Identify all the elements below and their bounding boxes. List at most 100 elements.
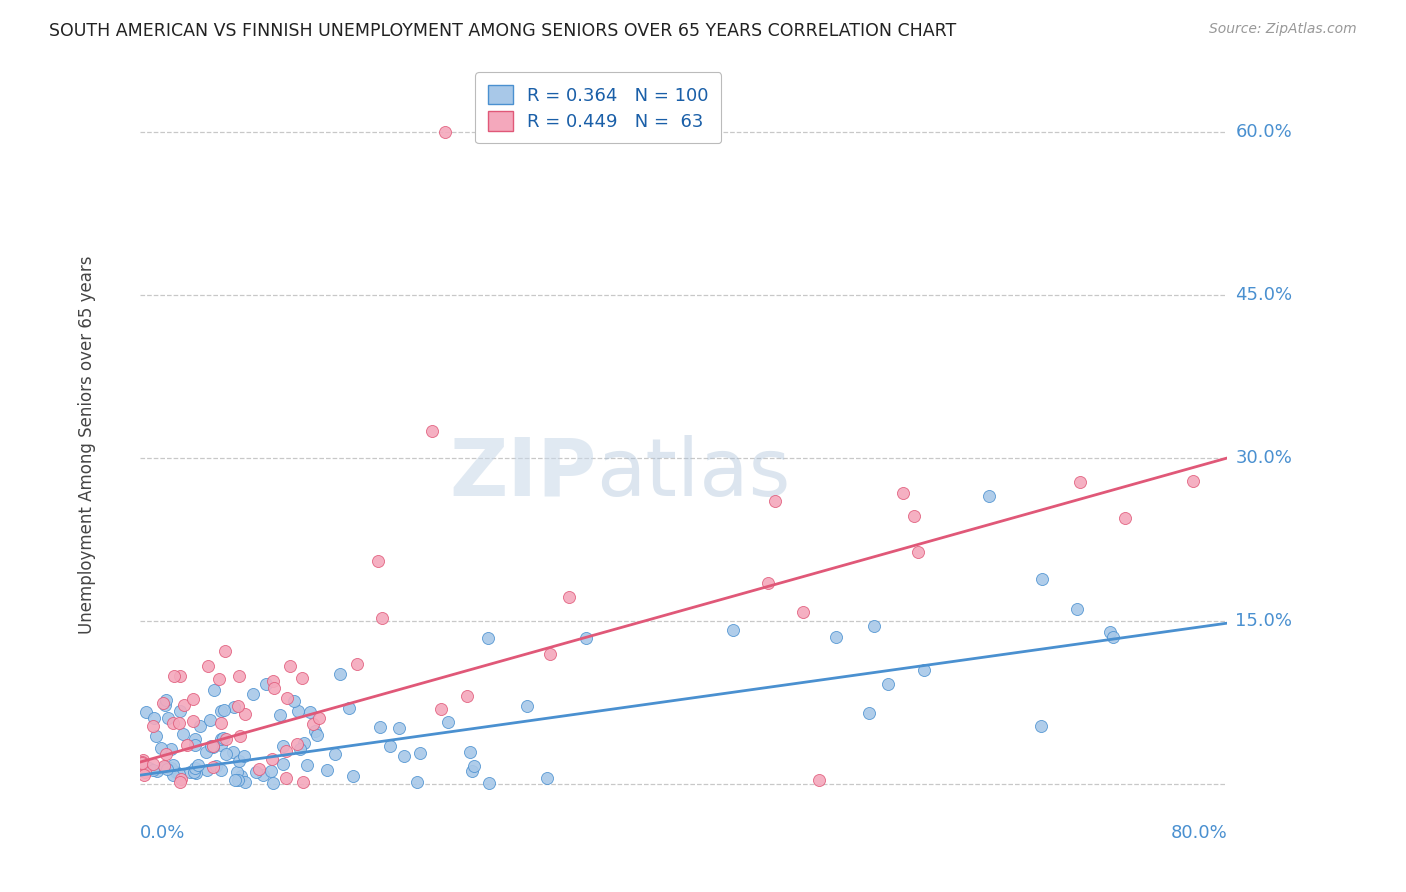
South Americans <box>242 687 264 701</box>
South Americans <box>392 748 415 763</box>
South Americans <box>209 763 232 777</box>
South Americans <box>155 760 177 774</box>
Finns <box>131 756 153 770</box>
Finns <box>308 711 330 725</box>
Text: 30.0%: 30.0% <box>1236 449 1292 467</box>
Finns <box>756 575 779 590</box>
South Americans <box>979 489 1001 503</box>
South Americans <box>231 769 253 783</box>
South Americans <box>1031 572 1053 586</box>
Finns <box>907 545 929 559</box>
South Americans <box>224 772 246 787</box>
South Americans <box>228 755 250 769</box>
Finns <box>366 554 388 568</box>
South Americans <box>214 747 236 762</box>
Text: 80.0%: 80.0% <box>1171 824 1227 842</box>
Finns <box>276 771 298 785</box>
Finns <box>134 767 156 781</box>
South Americans <box>409 746 432 760</box>
South Americans <box>200 739 222 753</box>
South Americans <box>197 763 219 777</box>
South Americans <box>437 715 460 730</box>
South Americans <box>269 708 291 723</box>
South Americans <box>271 756 294 771</box>
Text: 15.0%: 15.0% <box>1236 612 1292 630</box>
Finns <box>162 716 184 731</box>
Finns <box>173 698 195 712</box>
Finns <box>291 775 314 789</box>
South Americans <box>145 729 167 743</box>
Finns <box>202 760 225 774</box>
South Americans <box>209 738 232 752</box>
Text: SOUTH AMERICAN VS FINNISH UNEMPLOYMENT AMONG SENIORS OVER 65 YEARS CORRELATION C: SOUTH AMERICAN VS FINNISH UNEMPLOYMENT A… <box>49 22 956 40</box>
Finns <box>260 752 283 766</box>
Text: ZIP: ZIP <box>449 434 596 513</box>
South Americans <box>1029 719 1052 733</box>
South Americans <box>516 698 538 713</box>
Finns <box>176 739 198 753</box>
South Americans <box>202 683 225 698</box>
South Americans <box>461 764 484 778</box>
Text: 60.0%: 60.0% <box>1236 123 1292 141</box>
Finns <box>262 673 284 688</box>
South Americans <box>155 693 177 707</box>
South Americans <box>290 742 312 756</box>
South Americans <box>292 736 315 750</box>
South Americans <box>287 704 309 718</box>
South Americans <box>184 765 207 780</box>
South Americans <box>478 776 501 790</box>
Finns <box>142 718 165 732</box>
Finns <box>346 657 368 671</box>
South Americans <box>388 721 411 735</box>
Finns <box>891 486 914 500</box>
South Americans <box>477 631 499 645</box>
Finns <box>229 729 252 743</box>
South Americans <box>155 698 177 713</box>
South Americans <box>202 739 225 754</box>
Finns <box>215 732 238 747</box>
Finns <box>558 590 581 604</box>
South Americans <box>224 699 246 714</box>
Finns <box>131 753 153 767</box>
Finns <box>181 691 204 706</box>
Finns <box>169 715 191 730</box>
Finns <box>202 739 225 753</box>
South Americans <box>212 731 235 745</box>
South Americans <box>184 732 207 747</box>
Finns <box>302 716 325 731</box>
South Americans <box>160 742 183 756</box>
Finns <box>371 611 394 625</box>
South Americans <box>233 774 256 789</box>
South Americans <box>342 769 364 783</box>
Finns <box>169 774 191 789</box>
South Americans <box>209 704 232 718</box>
Finns <box>276 691 298 706</box>
South Americans <box>162 767 184 781</box>
Finns <box>152 696 174 710</box>
South Americans <box>209 732 232 747</box>
Finns <box>763 494 786 508</box>
South Americans <box>299 705 322 719</box>
Finns <box>434 125 457 139</box>
Finns <box>142 756 165 771</box>
South Americans <box>156 763 179 777</box>
Finns <box>155 747 177 761</box>
South Americans <box>862 619 884 633</box>
South Americans <box>575 631 598 645</box>
South Americans <box>172 727 194 741</box>
South Americans <box>295 758 318 772</box>
Finns <box>226 699 249 714</box>
Finns <box>247 762 270 776</box>
South Americans <box>188 719 211 733</box>
South Americans <box>135 705 157 719</box>
Finns <box>214 644 236 658</box>
Text: 0.0%: 0.0% <box>139 824 186 842</box>
South Americans <box>187 757 209 772</box>
South Americans <box>205 758 228 772</box>
Finns <box>1069 475 1091 490</box>
South Americans <box>179 764 201 779</box>
South Americans <box>254 677 277 691</box>
South Americans <box>259 764 281 778</box>
South Americans <box>183 764 205 779</box>
South Americans <box>225 765 247 780</box>
